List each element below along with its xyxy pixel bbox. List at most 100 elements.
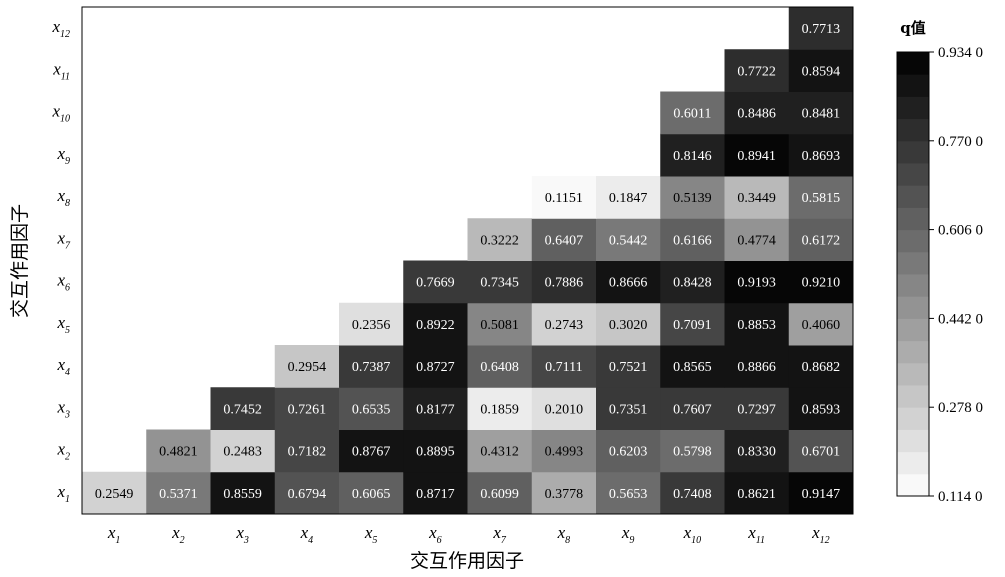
heatmap-cell bbox=[531, 387, 597, 430]
heatmap-cell bbox=[467, 345, 533, 388]
x-axis-title: 交互作用因子 bbox=[410, 550, 524, 572]
cell-value-label: 0.8565 bbox=[673, 360, 712, 375]
cell-value-label: 0.6408 bbox=[480, 360, 519, 375]
heatmap-cell bbox=[531, 176, 597, 219]
cell-value-label: 0.9193 bbox=[737, 276, 776, 291]
cell-value-label: 0.6011 bbox=[673, 107, 711, 122]
colorbar-step bbox=[897, 296, 929, 319]
cell-value-label: 0.9210 bbox=[802, 276, 841, 291]
heatmap-cell bbox=[467, 387, 533, 430]
colorbar-step bbox=[897, 96, 929, 120]
heatmap-cell bbox=[724, 260, 790, 304]
heatmap-cell bbox=[660, 260, 725, 304]
heatmap-cell bbox=[339, 302, 404, 346]
y-tick-label: x12 bbox=[51, 17, 70, 40]
heatmap-cell bbox=[531, 345, 597, 388]
x-tick-label: x4 bbox=[300, 523, 314, 546]
heatmap-cell bbox=[788, 133, 854, 177]
cell-value-label: 0.2010 bbox=[545, 402, 584, 417]
cell-value-label: 0.8666 bbox=[609, 276, 648, 291]
cell-value-label: 0.4312 bbox=[480, 445, 519, 460]
heatmap-cell bbox=[403, 387, 468, 430]
cell-value-label: 0.1151 bbox=[545, 191, 583, 206]
heatmap-cell bbox=[724, 302, 790, 346]
heatmap-cell bbox=[467, 302, 533, 346]
cell-value-label: 0.9147 bbox=[802, 487, 841, 502]
colorbar-step bbox=[897, 185, 929, 208]
heatmap-cell bbox=[531, 429, 597, 473]
cell-value-label: 0.6065 bbox=[352, 487, 391, 502]
colorbar-tick-label: 0.770 0 bbox=[938, 134, 983, 150]
cell-value-label: 0.7261 bbox=[288, 402, 327, 417]
cell-value-label: 0.3778 bbox=[545, 487, 584, 502]
y-tick-label: x5 bbox=[56, 313, 70, 336]
cell-value-label: 0.7452 bbox=[223, 402, 262, 417]
heatmap-cell bbox=[531, 302, 597, 346]
heatmap-cell bbox=[531, 218, 597, 261]
colorbar-tick-label: 0.278 0 bbox=[938, 400, 983, 416]
heatmap-cell bbox=[724, 471, 790, 515]
y-tick-label: x4 bbox=[56, 355, 70, 378]
cell-value-label: 0.5139 bbox=[673, 191, 712, 206]
colorbar-tick-label: 0.934 0 bbox=[938, 45, 983, 61]
heatmap-cell bbox=[660, 91, 725, 135]
cell-value-label: 0.7351 bbox=[609, 402, 648, 417]
cell-value-label: 0.4774 bbox=[737, 233, 776, 248]
colorbar-step bbox=[897, 429, 929, 453]
cell-value-label: 0.7607 bbox=[673, 402, 712, 417]
x-tick-label: x7 bbox=[492, 523, 507, 546]
cell-value-label: 0.8330 bbox=[737, 445, 776, 460]
heatmap-cell bbox=[596, 471, 661, 515]
cell-value-label: 0.7111 bbox=[545, 360, 582, 375]
heatmap-cells: 0.2549 0.5371 0.8559 0.6794 0.6065 0.8717 0.60… bbox=[82, 7, 854, 515]
heatmap-cell bbox=[531, 471, 597, 515]
y-tick-label: x2 bbox=[56, 440, 70, 463]
y-tick-label: x11 bbox=[52, 59, 70, 82]
heatmap-cell bbox=[660, 218, 725, 261]
colorbar-step bbox=[897, 274, 929, 297]
heatmap-cell bbox=[467, 429, 533, 473]
cell-value-label: 0.7297 bbox=[737, 402, 776, 417]
heatmap-cell bbox=[403, 302, 468, 346]
cell-value-label: 0.2549 bbox=[95, 487, 134, 502]
heatmap-cell bbox=[788, 429, 854, 473]
cell-value-label: 0.8481 bbox=[802, 107, 841, 122]
cell-value-label: 0.7713 bbox=[802, 22, 841, 37]
heatmap-cell bbox=[788, 387, 854, 430]
heatmap-cell bbox=[274, 387, 340, 430]
colorbar-tick-label: 0.606 0 bbox=[938, 223, 983, 239]
cell-value-label: 0.4993 bbox=[545, 445, 584, 460]
colorbar-step bbox=[897, 385, 929, 408]
heatmap-cell bbox=[660, 345, 725, 388]
colorbar-step bbox=[897, 52, 929, 75]
cell-value-label: 0.2483 bbox=[223, 445, 262, 460]
heatmap-cell bbox=[274, 429, 340, 473]
cell-value-label: 0.7521 bbox=[609, 360, 648, 375]
heatmap-cell bbox=[596, 302, 661, 346]
cell-value-label: 0.8767 bbox=[352, 445, 391, 460]
heatmap-cell bbox=[660, 471, 725, 515]
cell-value-label: 0.6099 bbox=[480, 487, 519, 502]
colorbar-tick-label: 0.114 0 bbox=[938, 489, 982, 505]
x-tick-label: x11 bbox=[747, 523, 765, 546]
cell-value-label: 0.7387 bbox=[352, 360, 391, 375]
heatmap-cell bbox=[788, 345, 854, 388]
colorbar: 0.114 0 0.278 0 0.442 0 0.606 0 0.770 0 0.934… bbox=[896, 45, 983, 505]
colorbar-step bbox=[897, 229, 929, 253]
cell-value-label: 0.7722 bbox=[737, 64, 776, 79]
cell-value-label: 0.3449 bbox=[737, 191, 776, 206]
colorbar-step bbox=[897, 251, 929, 275]
x-axis-ticks: x1 x2 x3 x4 x5 x6 x7 x8 x9 x10 x11 x12 bbox=[107, 523, 830, 546]
cell-value-label: 0.6203 bbox=[609, 445, 648, 460]
y-tick-label: x3 bbox=[56, 397, 70, 420]
cell-value-label: 0.8853 bbox=[737, 318, 776, 333]
heatmap-cell bbox=[788, 302, 854, 346]
colorbar-step bbox=[897, 473, 929, 497]
cell-value-label: 0.8621 bbox=[737, 487, 776, 502]
heatmap-cell bbox=[724, 176, 790, 219]
heatmap-cell bbox=[596, 218, 661, 261]
y-axis-ticks: x1 x2 x3 x4 x5 x6 x7 x8 x9 x10 x11 x12 bbox=[51, 17, 71, 505]
cell-value-label: 0.6701 bbox=[802, 445, 841, 460]
heatmap-cell bbox=[210, 471, 276, 515]
